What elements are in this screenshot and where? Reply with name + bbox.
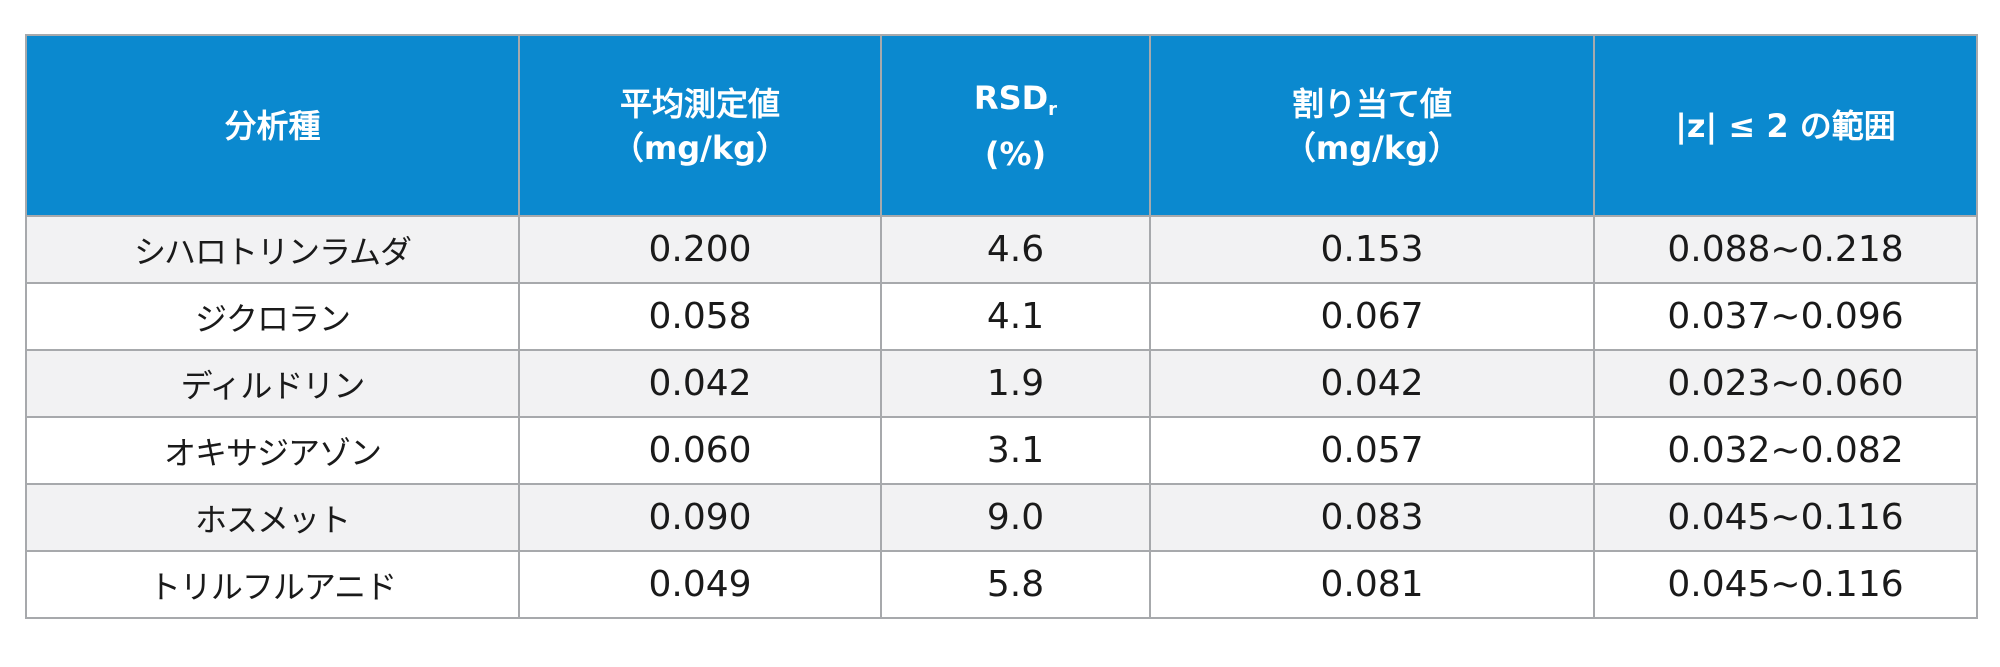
- cell-assigned: 0.153: [1149, 215, 1595, 284]
- cell-analyte: シハロトリンラムダ: [25, 215, 520, 284]
- header-rsd: RSDr (%): [880, 34, 1151, 217]
- cell-rsd: 5.8: [880, 550, 1151, 619]
- header-rsd-unit: (%): [984, 134, 1047, 173]
- header-assigned-unit: （mg/kg）: [1283, 128, 1461, 167]
- cell-mean: 0.049: [518, 550, 882, 619]
- cell-rsd: 4.1: [880, 282, 1151, 351]
- table-row: ホスメット 0.090 9.0 0.083 0.045~0.116: [25, 483, 1978, 552]
- header-mean-label: 平均測定値: [619, 84, 780, 123]
- cell-assigned: 0.042: [1149, 349, 1595, 418]
- cell-mean: 0.058: [518, 282, 882, 351]
- cell-analyte: オキサジアゾン: [25, 416, 520, 485]
- header-range: |z| ≤ 2 の範囲: [1593, 34, 1978, 217]
- cell-assigned: 0.057: [1149, 416, 1595, 485]
- header-assigned-label: 割り当て値: [1291, 84, 1452, 123]
- cell-range: 0.045~0.116: [1593, 483, 1978, 552]
- cell-rsd: 4.6: [880, 215, 1151, 284]
- cell-rsd: 1.9: [880, 349, 1151, 418]
- cell-range: 0.045~0.116: [1593, 550, 1978, 619]
- cell-range: 0.088~0.218: [1593, 215, 1978, 284]
- cell-rsd: 9.0: [880, 483, 1151, 552]
- cell-analyte: ディルドリン: [25, 349, 520, 418]
- header-rsd-label: RSD: [973, 78, 1049, 117]
- cell-analyte: ホスメット: [25, 483, 520, 552]
- cell-rsd: 3.1: [880, 416, 1151, 485]
- header-rsd-subscript: r: [1048, 98, 1058, 120]
- cell-range: 0.037~0.096: [1593, 282, 1978, 351]
- table-header-row: 分析種 平均測定値 （mg/kg） RSDr (%) 割り当て値 （mg/kg）…: [25, 34, 1978, 217]
- table-row: ジクロラン 0.058 4.1 0.067 0.037~0.096: [25, 282, 1978, 351]
- cell-range: 0.023~0.060: [1593, 349, 1978, 418]
- header-mean: 平均測定値 （mg/kg）: [518, 34, 882, 217]
- cell-mean: 0.200: [518, 215, 882, 284]
- header-rsd-label-line: RSDr: [882, 76, 1149, 132]
- table-row: オキサジアゾン 0.060 3.1 0.057 0.032~0.082: [25, 416, 1978, 485]
- header-analyte: 分析種: [25, 34, 520, 217]
- cell-assigned: 0.067: [1149, 282, 1595, 351]
- header-assigned: 割り当て値 （mg/kg）: [1149, 34, 1595, 217]
- cell-analyte: トリルフルアニド: [25, 550, 520, 619]
- results-table: 分析種 平均測定値 （mg/kg） RSDr (%) 割り当て値 （mg/kg）…: [25, 34, 1978, 619]
- cell-analyte: ジクロラン: [25, 282, 520, 351]
- header-mean-unit: （mg/kg）: [611, 128, 789, 167]
- table-row: ディルドリン 0.042 1.9 0.042 0.023~0.060: [25, 349, 1978, 418]
- cell-range: 0.032~0.082: [1593, 416, 1978, 485]
- results-table-container: 分析種 平均測定値 （mg/kg） RSDr (%) 割り当て値 （mg/kg）…: [25, 34, 1978, 619]
- cell-assigned: 0.083: [1149, 483, 1595, 552]
- header-analyte-label: 分析種: [224, 106, 321, 145]
- table-row: トリルフルアニド 0.049 5.8 0.081 0.045~0.116: [25, 550, 1978, 619]
- cell-mean: 0.060: [518, 416, 882, 485]
- cell-mean: 0.090: [518, 483, 882, 552]
- header-range-label: |z| ≤ 2 の範囲: [1675, 106, 1896, 145]
- table-row: シハロトリンラムダ 0.200 4.6 0.153 0.088~0.218: [25, 215, 1978, 284]
- cell-assigned: 0.081: [1149, 550, 1595, 619]
- cell-mean: 0.042: [518, 349, 882, 418]
